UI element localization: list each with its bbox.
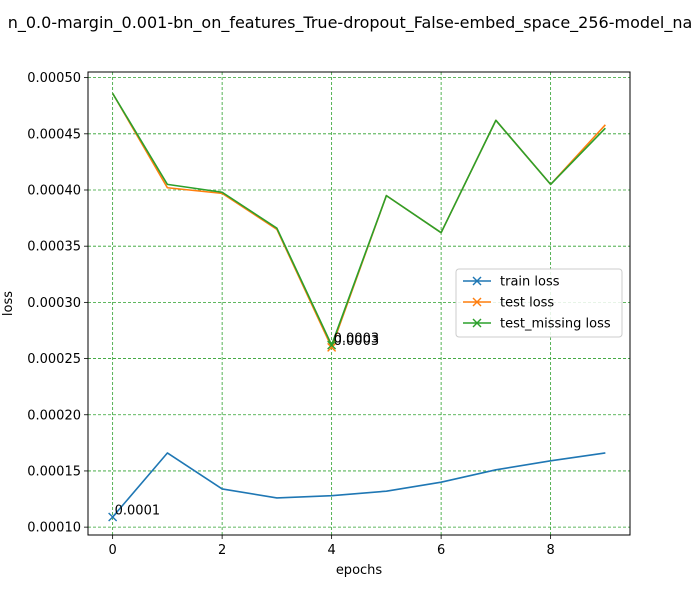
marker-stroke — [472, 276, 482, 286]
y-tick-label: 0.00030 — [27, 296, 81, 311]
y-tick-label: 0.00015 — [27, 464, 81, 479]
min-label-2: 0.0003 — [334, 332, 380, 347]
legend-label-0: train loss — [500, 275, 560, 290]
marker-stroke — [108, 512, 118, 522]
marker-stroke — [327, 342, 337, 352]
plot-frame — [87, 71, 631, 536]
min-marker-1 — [327, 342, 337, 352]
y-tick-label: 0.00040 — [27, 183, 81, 198]
y-tick-label: 0.00050 — [27, 71, 81, 86]
x-tick-label: 6 — [437, 543, 445, 558]
x-axis-label: epochs — [336, 563, 383, 578]
series-line-0 — [112, 452, 606, 518]
y-tick-label: 0.00045 — [27, 127, 81, 142]
legend-box — [455, 268, 623, 338]
legend-marker-1 — [472, 297, 482, 307]
x-tick-label: 2 — [218, 543, 226, 558]
min-label-0: 0.0001 — [115, 504, 160, 519]
y-axis-label: loss — [1, 291, 16, 316]
legend-marker-0 — [472, 276, 482, 286]
axis-ticks: 0 2 4 6 80.000100.000150.000200.000250.00030… — [27, 71, 555, 558]
y-tick-label: 0.00035 — [27, 240, 81, 255]
y-tick-label: 0.00025 — [27, 352, 81, 367]
x-tick-label: 4 — [327, 543, 335, 558]
series-line-2 — [111, 92, 606, 346]
min-marker-2 — [327, 340, 337, 350]
min-label-1: 0.0003 — [334, 334, 380, 349]
legend-marker-2 — [472, 318, 482, 328]
marker-stroke — [472, 297, 482, 307]
x-tick-label: 0 — [108, 543, 116, 558]
min-marker-0 — [108, 512, 118, 522]
x-tick-label: 8 — [546, 543, 554, 558]
y-tick-label: 0.00010 — [27, 521, 81, 536]
legend-label-1: test loss — [500, 296, 554, 311]
series-lines — [111, 92, 606, 518]
legend: train loss test loss test_missing loss — [455, 268, 623, 338]
marker-stroke — [472, 318, 482, 328]
legend-label-2: test_missing loss — [500, 317, 611, 332]
min-markers: 0.00010.00030.0003 — [108, 332, 380, 522]
marker-stroke — [327, 340, 337, 350]
y-tick-label: 0.00020 — [27, 408, 81, 423]
chart-title: n_0.0-margin_0.001-bn_on_features_True-d… — [8, 13, 693, 33]
